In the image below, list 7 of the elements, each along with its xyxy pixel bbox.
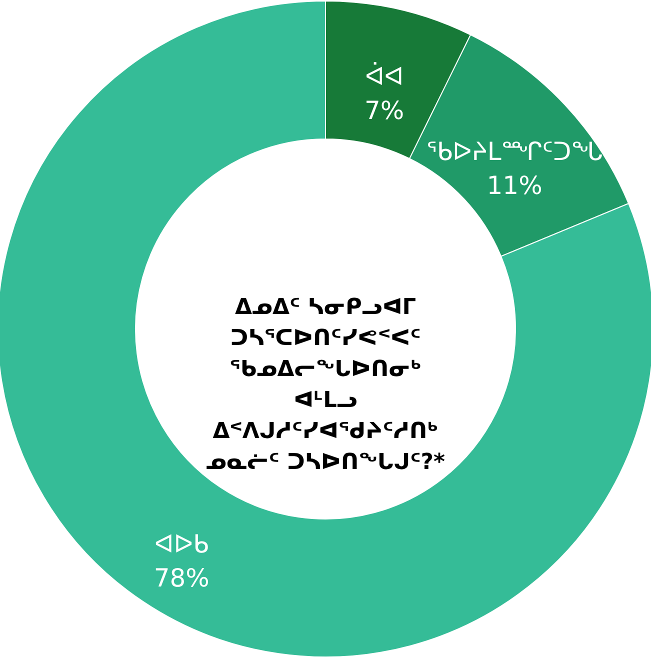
text: ᐃᓄᐃᑦ ᓴᓂᑭᓗᐊᒥ ᑐᓴᕐᑕᐅᑎᑦᓯᕙᑉᐸᑦ ᖃᓄᐃᓕᖓᐅᑎᓂᒃ ᐊᒻᒪᓗ ᐃᑉᐱᒍᓱᑦᓯᐊᕐᑯᔨᑦᓱᑎᒃ ᓄᓇᓖᑦ ᑐᓴᐅᑎᖓᒍᑦ?* bbox=[206, 295, 446, 475]
data-label: 78% bbox=[154, 563, 210, 592]
slice-label: ᖃᐅᔨᒪᙱᑦᑐᖓ bbox=[426, 136, 603, 166]
data-label: 11% bbox=[486, 170, 542, 200]
slice-label: ᐊᐅᑲ bbox=[154, 529, 209, 558]
data-label: 7% bbox=[364, 96, 404, 125]
slice-label: ᐋᐊ bbox=[365, 62, 404, 91]
